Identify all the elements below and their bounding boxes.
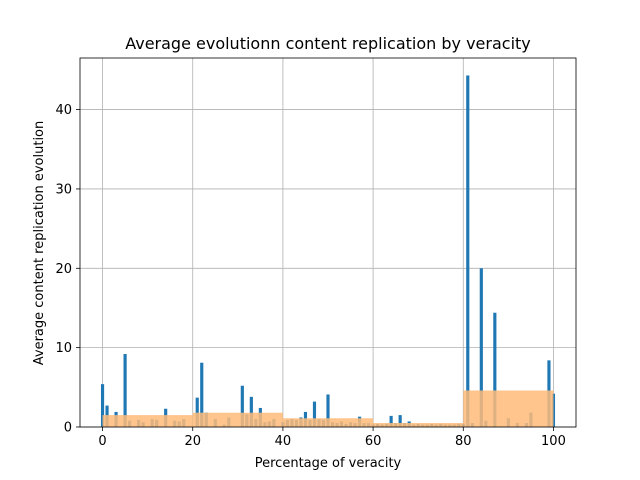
x-tick-label-60: 60 <box>365 434 382 449</box>
x-tick-label-100: 100 <box>541 434 566 449</box>
series-2-bars <box>102 390 554 427</box>
bar-series1-50 <box>326 394 330 427</box>
y-tick-label-40: 40 <box>55 103 72 118</box>
x-tick-label-20: 20 <box>184 434 201 449</box>
grid <box>80 58 576 428</box>
bar-series1-81 <box>466 75 470 427</box>
bar-series2-bin-0 <box>102 415 193 427</box>
y-axis-label: Average content replication evolution <box>32 121 47 366</box>
y-tick-label-10: 10 <box>55 341 72 356</box>
bar-series1-22 <box>200 362 204 427</box>
bar-series1-0 <box>100 384 105 427</box>
bar-series1-64 <box>389 415 393 427</box>
x-tick-label-0: 0 <box>98 434 106 449</box>
y-ticks: 0 10 20 30 40 <box>55 103 80 436</box>
y-tick-label-20: 20 <box>55 262 72 277</box>
bar-series1-31 <box>240 385 244 427</box>
axes <box>79 57 577 428</box>
x-axis-label: Percentage of veracity <box>255 456 402 471</box>
bar-series1-47 <box>312 401 317 427</box>
bar-series1-5 <box>123 353 127 427</box>
chart-title: Average evolutionn content replication b… <box>125 34 531 53</box>
bar-series1-66 <box>398 415 402 427</box>
bar-series1-21 <box>195 397 199 427</box>
y-tick-label-0: 0 <box>64 421 72 436</box>
bar-series2-bin-3 <box>373 423 464 427</box>
y-tick-label-30: 30 <box>55 182 72 197</box>
x-tick-label-80: 80 <box>455 434 472 449</box>
bar-series1-33 <box>249 396 253 427</box>
bar-series1-84 <box>479 268 483 427</box>
bar-series1-87 <box>493 312 497 427</box>
bar-series2-bin-4 <box>463 390 554 427</box>
plot-frame <box>79 57 577 428</box>
bar-series2-bin-2 <box>282 418 374 427</box>
bar-series2-bin-1 <box>192 412 283 427</box>
x-tick-label-40: 40 <box>275 434 292 449</box>
x-ticks: 0 20 40 60 80 100 <box>98 427 566 449</box>
